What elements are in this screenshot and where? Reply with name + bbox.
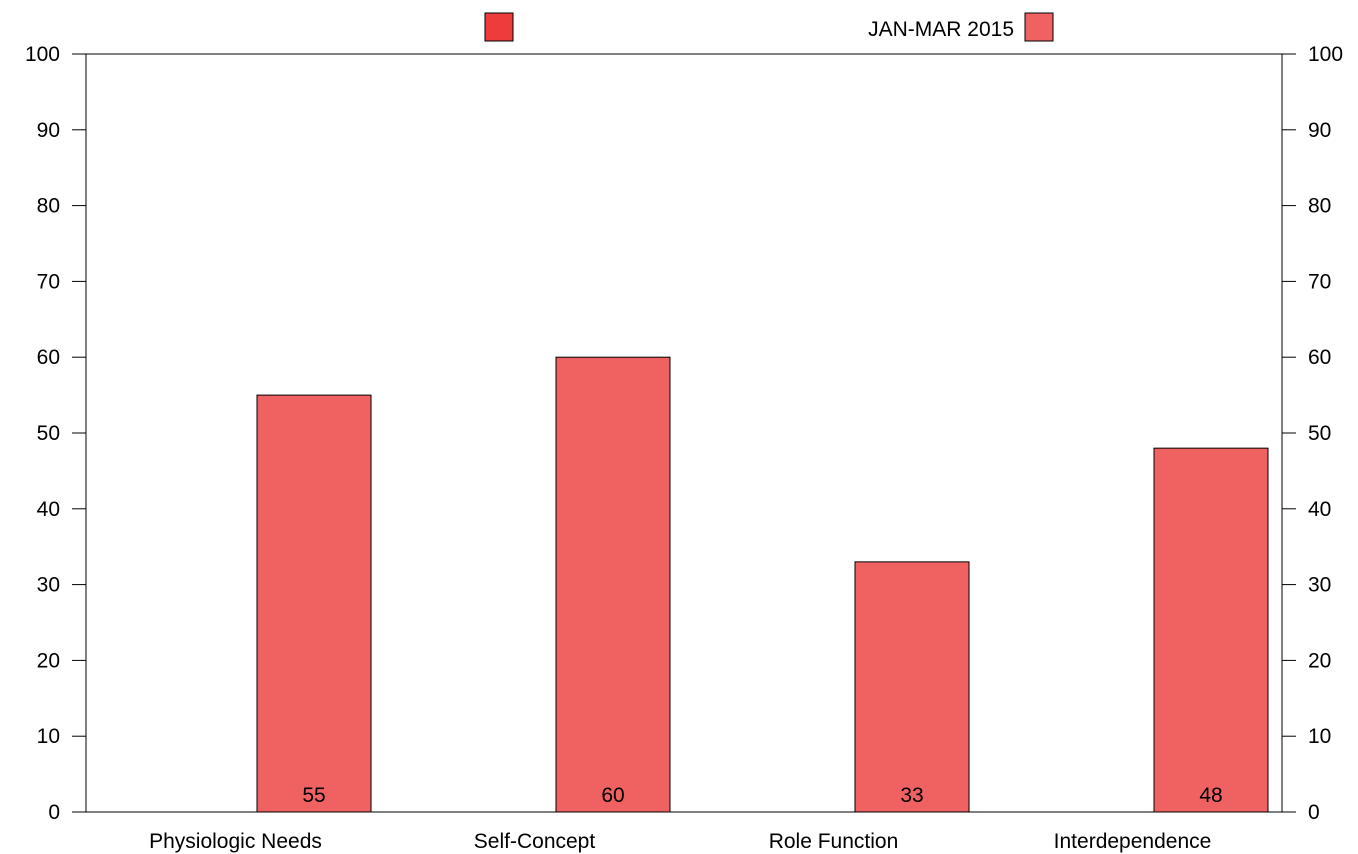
y-tick-label-left: 70 xyxy=(37,270,60,293)
y-tick-label-right: 80 xyxy=(1308,195,1331,218)
y-tick-label-right: 70 xyxy=(1308,270,1331,293)
y-tick-label-left: 80 xyxy=(37,195,60,218)
data-label-series2-0: 55 xyxy=(302,784,325,807)
y-tick-label-right: 90 xyxy=(1308,119,1331,142)
bar-series2-3 xyxy=(1153,447,1269,813)
y-tick-label-right: 0 xyxy=(1308,801,1320,824)
bars xyxy=(143,356,1269,813)
data-label-series2-1: 60 xyxy=(601,784,624,807)
x-category-label: Self-Concept xyxy=(474,830,596,853)
y-tick-label-right: 50 xyxy=(1308,422,1331,445)
y-tick-label-right: 10 xyxy=(1308,725,1331,748)
legend: JAN-MAR 2015 xyxy=(484,12,1054,42)
axes: 0 0 10 10 20 20 30 30 40 40 50 50 60 60 70 70 80 80 90 90 10… xyxy=(25,43,1343,824)
y-tick-label-right: 30 xyxy=(1308,574,1331,597)
y-tick-label-left: 0 xyxy=(48,801,60,824)
bar-series2-0 xyxy=(256,394,372,813)
y-tick-label-right: 60 xyxy=(1308,346,1331,369)
x-category-label: Physiologic Needs xyxy=(149,830,322,853)
y-tick-label-right: 40 xyxy=(1308,498,1331,521)
x-category-label: Role Function xyxy=(769,830,899,853)
legend-swatch-series-1 xyxy=(484,12,514,42)
data-label-series2-3: 48 xyxy=(1199,784,1222,807)
bar-series2-1 xyxy=(555,356,671,813)
y-tick-label-right: 20 xyxy=(1308,649,1331,672)
y-tick-label-left: 60 xyxy=(37,346,60,369)
y-tick-label-right: 100 xyxy=(1308,43,1343,66)
y-tick-label-left: 50 xyxy=(37,422,60,445)
data-label-series2-2: 33 xyxy=(900,784,923,807)
bar-series2-2 xyxy=(854,561,970,813)
y-tick-label-left: 90 xyxy=(37,119,60,142)
x-category-label: Interdependence xyxy=(1054,830,1212,853)
y-tick-label-left: 30 xyxy=(37,574,60,597)
y-tick-label-left: 10 xyxy=(37,725,60,748)
y-tick-label-left: 40 xyxy=(37,498,60,521)
legend-swatch-series-2 xyxy=(1024,12,1054,42)
y-tick-label-left: 20 xyxy=(37,649,60,672)
legend-label-series-2: JAN-MAR 2015 xyxy=(868,18,1014,41)
y-tick-label-left: 100 xyxy=(25,43,60,66)
